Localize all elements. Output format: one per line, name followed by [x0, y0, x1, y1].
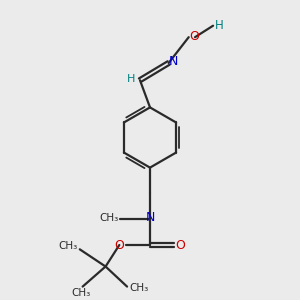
- Text: O: O: [176, 238, 186, 251]
- Text: O: O: [114, 238, 124, 251]
- Text: H: H: [214, 19, 223, 32]
- Text: CH₃: CH₃: [59, 242, 78, 251]
- Text: H: H: [127, 74, 136, 84]
- Text: N: N: [169, 55, 178, 68]
- Text: CH₃: CH₃: [72, 288, 91, 298]
- Text: N: N: [145, 211, 155, 224]
- Text: O: O: [189, 30, 199, 43]
- Text: CH₃: CH₃: [130, 283, 149, 293]
- Text: CH₃: CH₃: [99, 213, 119, 223]
